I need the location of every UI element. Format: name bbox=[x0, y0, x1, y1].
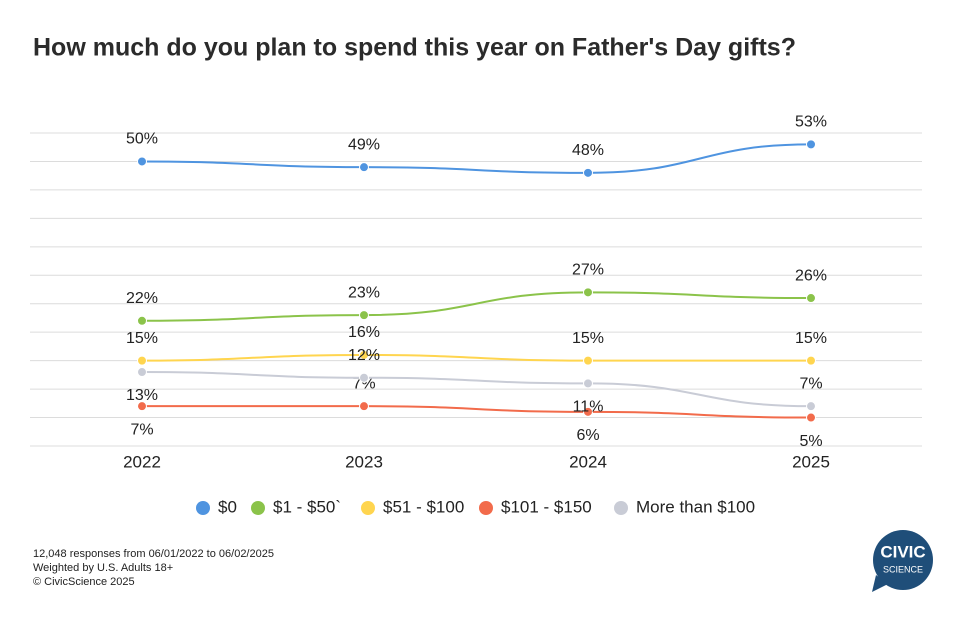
point bbox=[359, 372, 369, 383]
data-label: 49% bbox=[348, 136, 380, 153]
data-label: 23% bbox=[348, 284, 380, 301]
legend-label: $101 - $150 bbox=[501, 497, 592, 516]
point bbox=[806, 355, 816, 366]
logo-badge bbox=[873, 530, 933, 590]
data-label: 11% bbox=[573, 399, 604, 416]
point bbox=[359, 401, 369, 412]
point bbox=[137, 401, 147, 412]
point bbox=[583, 355, 593, 366]
point bbox=[806, 293, 816, 304]
series-line bbox=[141, 291, 812, 322]
point bbox=[137, 156, 147, 167]
chart-title: How much do you plan to spend this year … bbox=[33, 34, 796, 62]
point bbox=[137, 367, 147, 378]
footnote: Weighted by U.S. Adults 18+ bbox=[33, 562, 173, 574]
point bbox=[806, 412, 816, 423]
data-label: 48% bbox=[572, 142, 604, 159]
data-label: 15% bbox=[126, 330, 158, 347]
data-label: 12% bbox=[348, 347, 380, 364]
series-line bbox=[142, 405, 812, 419]
point bbox=[359, 349, 369, 360]
legend-label: More than $100 bbox=[636, 497, 755, 516]
legend-label: $51 - $100 bbox=[383, 497, 464, 516]
data-label: 50% bbox=[126, 131, 158, 148]
data-label: 15% bbox=[795, 330, 827, 347]
data-label: 27% bbox=[572, 262, 604, 279]
series-line bbox=[141, 353, 811, 362]
point bbox=[806, 139, 816, 150]
legend-marker bbox=[479, 501, 493, 515]
series-line bbox=[141, 371, 812, 408]
legend-marker bbox=[614, 501, 628, 515]
point bbox=[359, 310, 369, 321]
x-tick-label: 2024 bbox=[569, 452, 607, 471]
point bbox=[359, 162, 369, 173]
point bbox=[137, 355, 147, 366]
point bbox=[137, 315, 147, 326]
x-tick-label: 2025 bbox=[792, 452, 830, 471]
footnote: © CivicScience 2025 bbox=[33, 576, 135, 588]
data-label: 22% bbox=[126, 290, 158, 307]
legend-marker bbox=[196, 501, 210, 515]
logo-text: SCIENCE bbox=[883, 564, 923, 574]
data-label: 7% bbox=[130, 421, 153, 438]
x-tick-label: 2023 bbox=[345, 452, 383, 471]
legend-label: $1 - $50` bbox=[273, 497, 341, 516]
point bbox=[583, 406, 593, 417]
legend-marker bbox=[251, 501, 265, 515]
data-label: 15% bbox=[572, 330, 604, 347]
series-line bbox=[141, 143, 812, 174]
data-label: 7% bbox=[352, 375, 375, 392]
data-label: 13% bbox=[126, 387, 158, 404]
point bbox=[583, 287, 593, 298]
legend-label: $0 bbox=[218, 497, 237, 516]
point bbox=[583, 378, 593, 389]
data-label: 7% bbox=[799, 375, 822, 392]
point bbox=[806, 401, 816, 412]
logo-tail bbox=[872, 575, 888, 592]
point bbox=[583, 167, 593, 178]
data-label: 26% bbox=[795, 267, 827, 284]
logo-text: CIVIC bbox=[880, 542, 925, 561]
x-tick-label: 2022 bbox=[123, 452, 161, 471]
data-label: 6% bbox=[576, 427, 599, 444]
legend-marker bbox=[361, 501, 375, 515]
data-label: 53% bbox=[795, 114, 827, 131]
footnote: 12,048 responses from 06/01/2022 to 06/0… bbox=[33, 548, 274, 560]
data-label: 5% bbox=[799, 433, 822, 450]
data-label: 16% bbox=[348, 324, 380, 341]
